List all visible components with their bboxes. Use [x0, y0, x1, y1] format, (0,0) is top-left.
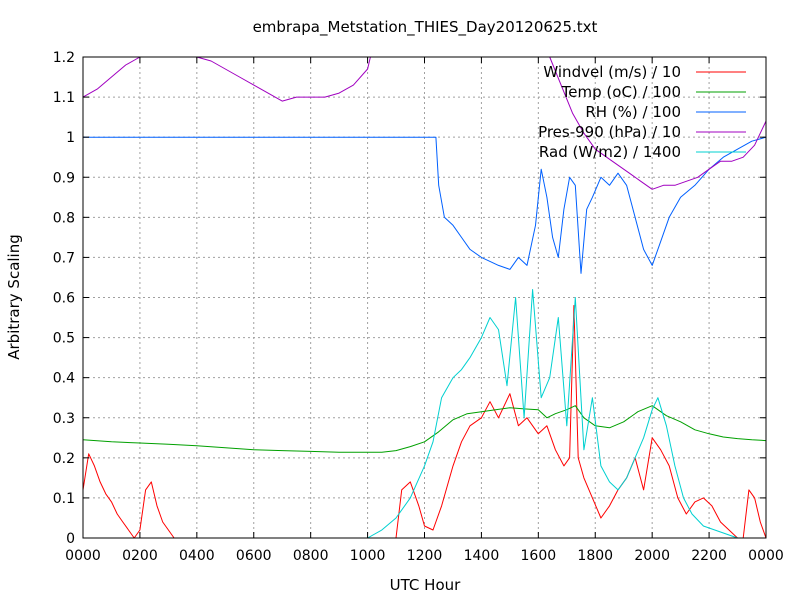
x-tick-label: 0200	[122, 548, 158, 564]
y-tick-label: 1.1	[53, 90, 75, 106]
series-line	[83, 289, 766, 539]
y-tick-label: 0.9	[53, 170, 75, 186]
y-tick-label: 0.4	[53, 371, 75, 387]
series-line	[82, 405, 767, 453]
series-line	[83, 136, 767, 274]
y-tick-label: 0.3	[53, 411, 75, 427]
x-tick-label: 0000	[65, 548, 101, 564]
x-tick-label: 1400	[464, 548, 500, 564]
y-tick-label: 0.8	[53, 210, 75, 226]
legend-label: Pres-990 (hPa) / 10	[538, 123, 681, 141]
x-tick-label: 2000	[634, 548, 670, 564]
x-tick-label: 0800	[293, 548, 329, 564]
series-0	[82, 305, 767, 539]
series-2	[83, 136, 767, 274]
series-line	[82, 305, 767, 539]
y-tick-label: 0.5	[53, 331, 75, 347]
x-tick-label: 0000	[748, 548, 784, 564]
x-tick-label: 0400	[179, 548, 215, 564]
x-tick-label: 0600	[236, 548, 272, 564]
y-tick-label: 1.2	[53, 50, 75, 66]
y-tick-label: 0.7	[53, 250, 75, 266]
legend-label: Rad (W/m2) / 1400	[539, 143, 681, 161]
y-tick-label: 0.2	[53, 451, 75, 467]
y-tick-label: 0.1	[53, 491, 75, 507]
x-tick-label: 1000	[350, 548, 386, 564]
axis-ticks: 0000 0200 0400 0600 0800 1000 1200 1400 1600 1800…	[53, 50, 784, 564]
series-1	[82, 405, 767, 453]
chart-title: embrapa_Metstation_THIES_Day20120625.txt	[253, 18, 598, 37]
x-tick-label: 1800	[577, 548, 613, 564]
x-tick-label: 2200	[691, 548, 727, 564]
y-tick-label: 0.6	[53, 291, 75, 307]
legend-label: Temp (oC) / 100	[561, 83, 681, 101]
series-4	[83, 289, 766, 539]
legend: Windvel (m/s) / 10 Temp (oC) / 100 RH (%) …	[538, 63, 746, 161]
y-tick-label: 0	[66, 531, 75, 547]
y-axis-title: Arbitrary Scaling	[5, 234, 23, 360]
x-tick-label: 1200	[407, 548, 443, 564]
legend-label: RH (%) / 100	[585, 103, 681, 121]
series-layer	[82, 56, 767, 539]
x-tick-label: 1600	[521, 548, 557, 564]
y-tick-label: 1	[66, 130, 75, 146]
x-axis-title: UTC Hour	[390, 576, 461, 594]
legend-label: Windvel (m/s) / 10	[543, 63, 681, 81]
